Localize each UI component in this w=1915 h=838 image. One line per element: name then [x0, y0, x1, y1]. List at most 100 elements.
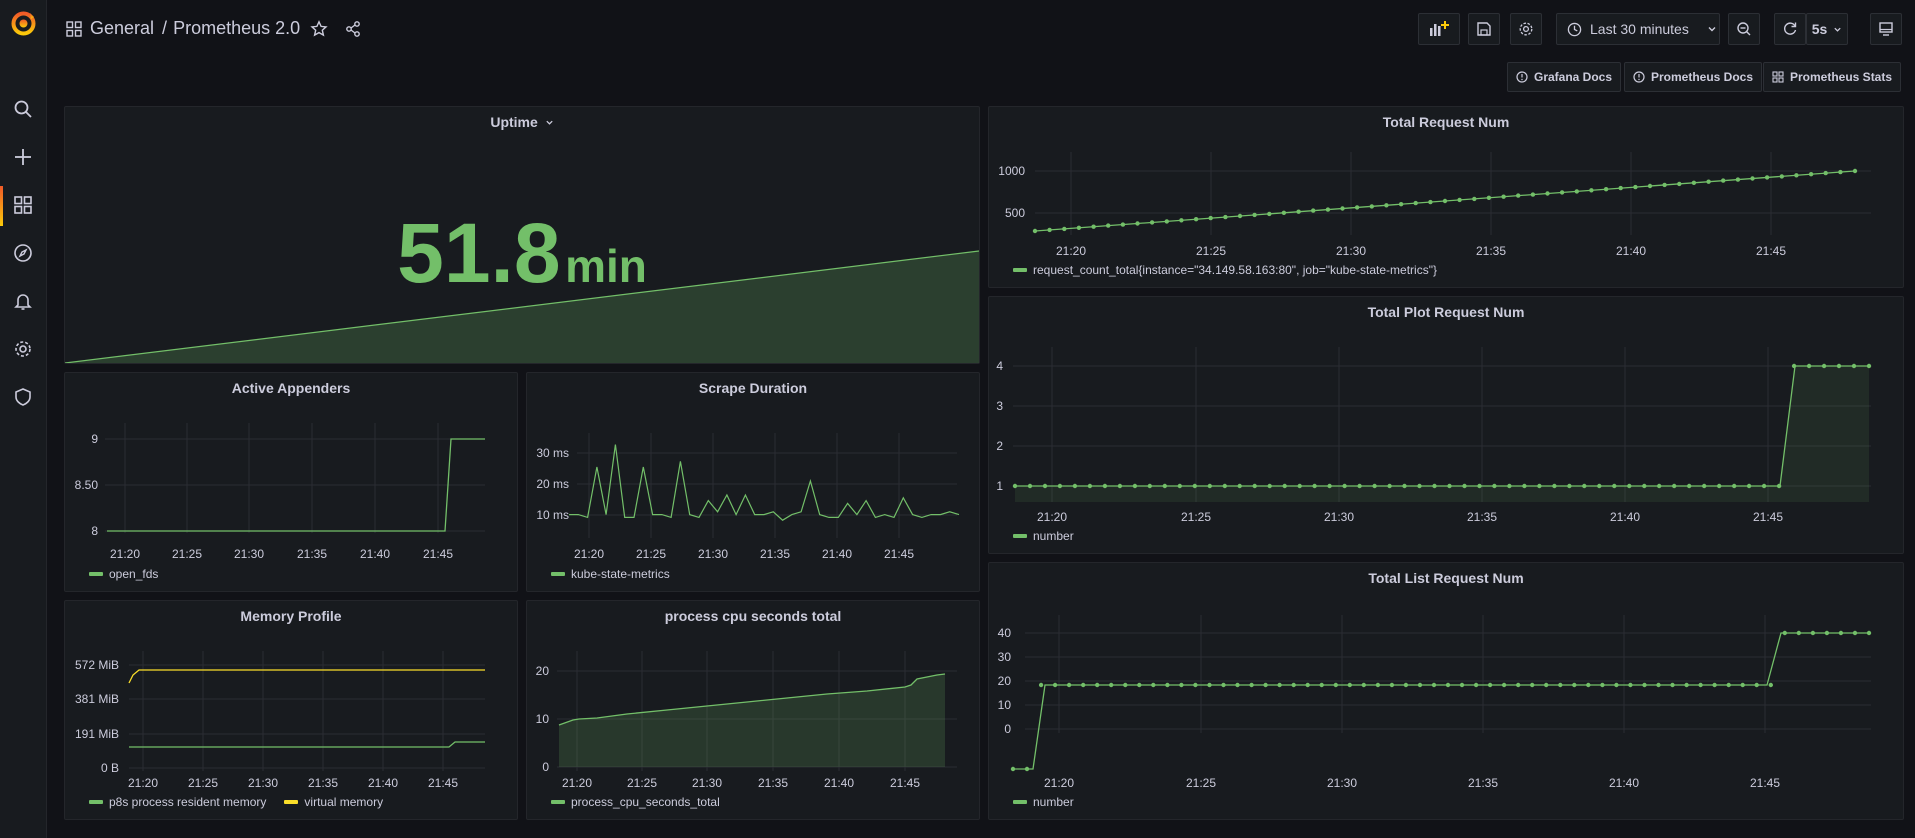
data-point: [1603, 187, 1609, 192]
data-point: [1559, 190, 1565, 195]
data-point: [1327, 483, 1332, 489]
data-point: [1794, 173, 1799, 178]
data-point: [1223, 214, 1228, 220]
total-list-request-panel[interactable]: Total List Request Num 40 30 20 10 0 21:…: [988, 562, 1904, 820]
y-tick: 30 ms: [536, 446, 569, 460]
x-tick: 21:30: [692, 776, 722, 790]
memory-profile-chart: 572 MiB 381 MiB 191 MiB 0 B 21:20 21:25 …: [75, 651, 485, 790]
grid: [557, 651, 957, 771]
share-icon[interactable]: [344, 20, 362, 38]
data-point: [1589, 188, 1594, 193]
data-point: [1024, 766, 1030, 772]
y-tick: 20: [536, 664, 550, 678]
data-point: [1062, 226, 1067, 232]
legend-label: number: [1033, 529, 1074, 543]
data-point: [1732, 483, 1737, 489]
legend-item[interactable]: p8s process resident memory: [89, 795, 266, 809]
memory-profile-panel[interactable]: Memory Profile 572 MiB 381 MiB 191 MiB 0…: [64, 600, 518, 820]
legend[interactable]: request_count_total{instance="34.149.58.…: [1013, 263, 1437, 277]
dashboard-title[interactable]: Prometheus 2.0: [173, 18, 301, 38]
data-point: [1252, 483, 1257, 489]
add-panel-button[interactable]: [1418, 13, 1460, 45]
zoom-out-button[interactable]: [1728, 13, 1760, 45]
search-icon[interactable]: [12, 98, 34, 120]
grafana-docs-link[interactable]: Grafana Docs: [1507, 62, 1622, 92]
plus-icon[interactable]: [12, 146, 34, 168]
data-point: [1252, 212, 1257, 218]
legend[interactable]: kube-state-metrics: [551, 567, 670, 581]
legend-item[interactable]: virtual memory: [284, 795, 383, 809]
chevron-down-icon[interactable]: [545, 118, 554, 127]
series-line-resident-memory: [129, 741, 485, 748]
uptime-panel[interactable]: Uptime 51.8 min: [64, 106, 980, 364]
process-cpu-panel[interactable]: process cpu seconds total 20 10 0 21:20 …: [526, 600, 980, 820]
x-tick: 21:40: [1610, 510, 1640, 524]
panel-title[interactable]: Memory Profile: [240, 608, 342, 624]
dashboard-settings-button[interactable]: [1510, 13, 1542, 45]
data-point: [1492, 483, 1497, 489]
data-point: [1684, 682, 1689, 688]
explore-compass-icon[interactable]: [12, 242, 34, 264]
panel-title[interactable]: Uptime: [65, 114, 979, 130]
total-request-panel[interactable]: Total Request Num 1000 500 21:20 21:25 2…: [988, 106, 1904, 288]
data-point: [1052, 682, 1058, 688]
data-point: [1032, 228, 1038, 234]
alerting-bell-icon[interactable]: [12, 290, 34, 312]
y-tick: 1000: [998, 164, 1025, 178]
data-point: [1735, 177, 1741, 182]
time-range-picker[interactable]: Last 30 minutes: [1556, 13, 1720, 45]
tv-mode-button[interactable]: [1870, 13, 1902, 45]
legend[interactable]: process_cpu_seconds_total: [551, 795, 720, 809]
grafana-logo-icon[interactable]: [10, 10, 37, 37]
data-point: [1447, 483, 1452, 489]
data-point: [1165, 682, 1170, 688]
total-request-chart: 1000 500 21:20 21:25 21:30 21:35 21:40 2…: [998, 152, 1871, 258]
x-tick: 21:35: [760, 547, 790, 561]
data-point: [1132, 483, 1138, 489]
x-tick: 21:20: [562, 776, 592, 790]
prometheus-docs-link[interactable]: Prometheus Docs: [1624, 62, 1763, 92]
panel-title[interactable]: Total Plot Request Num: [1367, 304, 1525, 320]
panel-title[interactable]: process cpu seconds total: [664, 608, 842, 624]
data-point: [1179, 218, 1184, 223]
save-dashboard-button[interactable]: [1468, 13, 1500, 45]
refresh-interval-label: 5s: [1811, 21, 1828, 37]
chevron-down-icon: [1834, 27, 1841, 32]
active-appenders-panel[interactable]: Active Appenders 9 8.50 8 21:20 21:25 21…: [64, 372, 518, 592]
star-icon[interactable]: [310, 19, 328, 38]
x-tick: 21:20: [1044, 776, 1074, 790]
series-line: [1015, 365, 1869, 487]
scrape-duration-panel[interactable]: Scrape Duration 30 ms 20 ms 10 ms 21:20 …: [526, 372, 980, 592]
legend[interactable]: p8s process resident memory virtual memo…: [89, 795, 395, 809]
data-point: [1263, 682, 1268, 688]
legend[interactable]: open_fds: [89, 567, 158, 581]
dashboards-icon[interactable]: [12, 194, 34, 216]
panel-title[interactable]: Total List Request Num: [1368, 570, 1524, 586]
panel-title[interactable]: Scrape Duration: [698, 380, 808, 396]
legend[interactable]: number: [1013, 529, 1074, 543]
total-plot-request-panel[interactable]: Total Plot Request Num 4 3 2 1 21:20 21:…: [988, 296, 1904, 554]
active-appenders-chart: 9 8.50 8 21:20 21:25 21:30 21:35 21:40 2…: [75, 423, 485, 561]
data-point: [1305, 682, 1310, 688]
data-point: [1726, 682, 1731, 688]
refresh-interval-picker[interactable]: 5s: [1806, 13, 1848, 45]
y-tick: 0: [1004, 722, 1011, 736]
legend[interactable]: number: [1013, 795, 1074, 809]
y-tick: 8.50: [75, 478, 99, 492]
dashboard-grid-icon: [1772, 71, 1784, 83]
gear-icon: [1519, 22, 1533, 36]
x-tick: 21:20: [1037, 510, 1067, 524]
data-point: [1311, 208, 1316, 213]
panel-title[interactable]: Total Request Num: [1382, 114, 1510, 130]
refresh-button[interactable]: [1774, 13, 1806, 45]
x-tick: 21:25: [1196, 244, 1226, 258]
panel-title[interactable]: Active Appenders: [231, 380, 351, 396]
server-admin-shield-icon[interactable]: [12, 386, 34, 408]
x-tick: 21:25: [172, 547, 202, 561]
data-point: [1702, 483, 1707, 489]
configuration-gear-icon[interactable]: [12, 338, 34, 360]
data-point: [1472, 196, 1477, 202]
prometheus-stats-link[interactable]: Prometheus Stats: [1763, 62, 1902, 92]
breadcrumb-folder[interactable]: General: [90, 18, 155, 38]
data-point: [1836, 363, 1842, 369]
